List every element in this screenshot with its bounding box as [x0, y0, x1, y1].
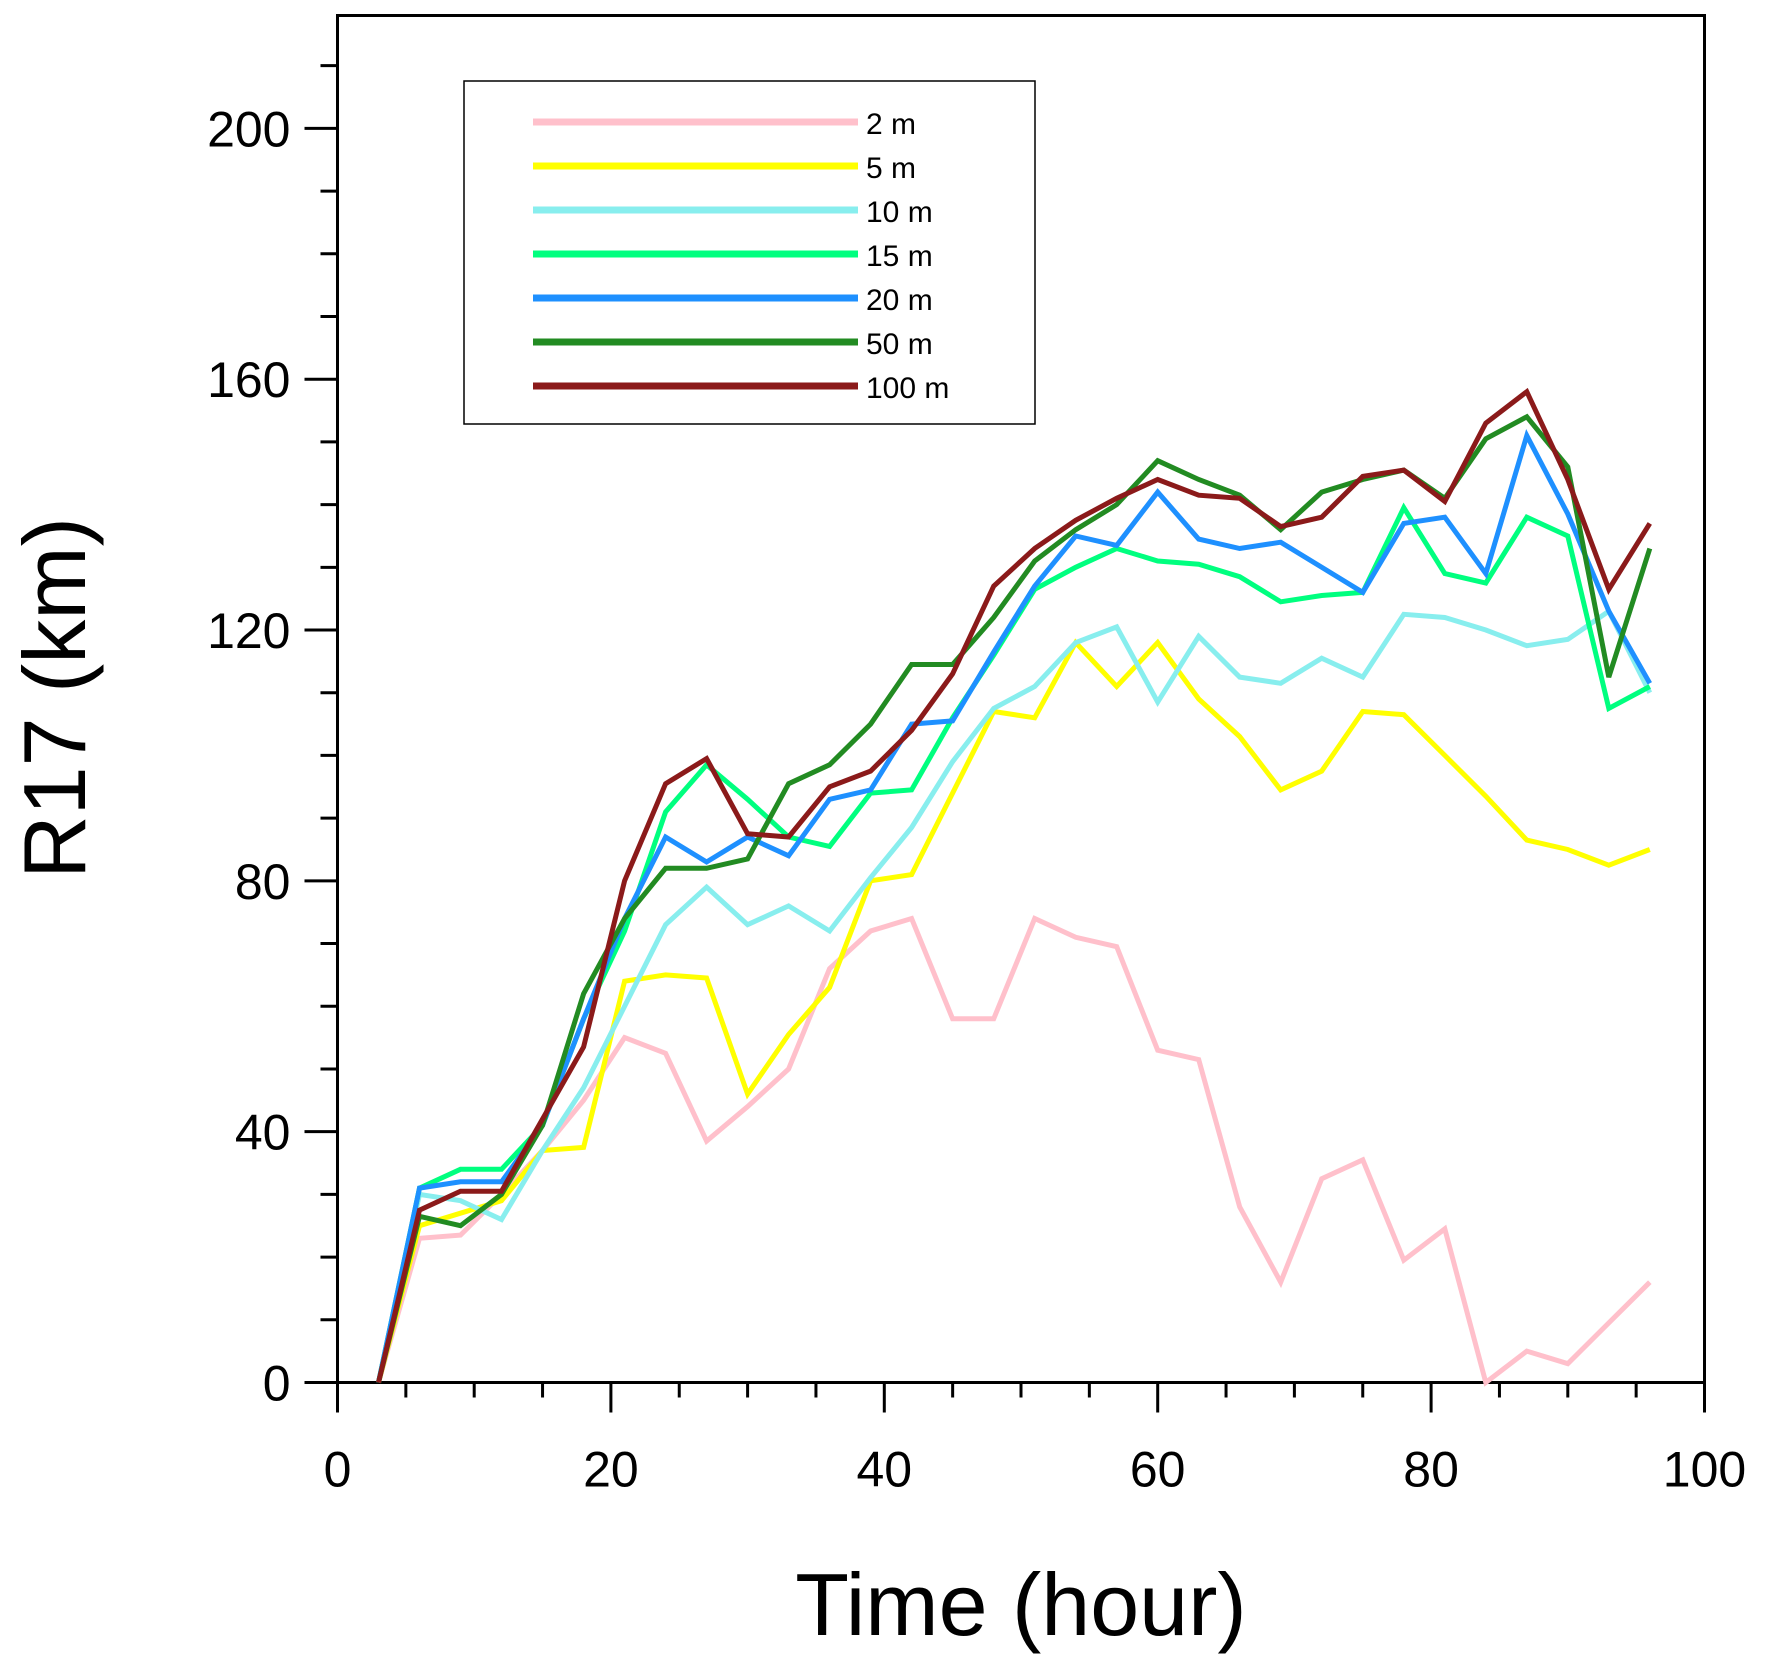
x-axis: 0 20 40 60 80 100 [324, 1382, 1746, 1498]
y-tick-label: 120 [207, 603, 290, 659]
series-line-20m [376, 428, 1652, 1384]
y-axis: 0 40 80 120 160 200 [207, 64, 338, 1412]
x-tick-label: 100 [1663, 1442, 1746, 1498]
legend: 2 m 5 m 10 m 15 m 20 m 50 m 100 m [463, 80, 1036, 425]
x-tick-label: 80 [1403, 1442, 1459, 1498]
x-tick-label: 20 [583, 1442, 639, 1498]
legend-label: 20 m [866, 284, 933, 317]
x-tick-label: 40 [856, 1442, 912, 1498]
x-tick-label: 60 [1130, 1442, 1186, 1498]
series-line-10m [376, 607, 1653, 1384]
y-tick-label: 160 [207, 352, 290, 408]
y-tick-label: 0 [263, 1356, 291, 1412]
series-line-100m [376, 387, 1652, 1384]
series-line-2m [376, 915, 1652, 1387]
legend-label: 15 m [866, 240, 933, 273]
x-axis-title: Time (hour) [795, 1555, 1246, 1654]
y-tick-label: 40 [235, 1105, 291, 1161]
series-line-5m [376, 638, 1651, 1384]
legend-label: 50 m [866, 328, 933, 361]
legend-label: 10 m [866, 196, 933, 229]
legend-label: 2 m [866, 108, 916, 141]
y-tick-label: 200 [207, 101, 290, 157]
series-lines [376, 387, 1653, 1387]
x-tick-label: 0 [324, 1442, 352, 1498]
y-axis-title: R17 (km) [5, 517, 104, 879]
y-tick-label: 80 [235, 854, 291, 910]
legend-label: 100 m [866, 372, 949, 405]
series-line-50m [376, 413, 1653, 1384]
legend-label: 5 m [866, 152, 916, 185]
series-line-15m [376, 502, 1651, 1384]
